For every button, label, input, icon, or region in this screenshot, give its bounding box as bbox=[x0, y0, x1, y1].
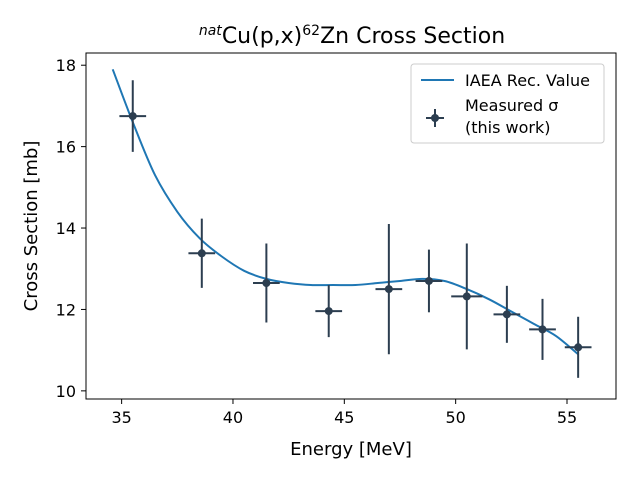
title-mass-superscript: 62 bbox=[302, 23, 320, 39]
measured-point bbox=[451, 243, 483, 350]
measured-point bbox=[315, 285, 343, 338]
measured-point bbox=[119, 80, 147, 152]
x-tick-label: 45 bbox=[334, 408, 354, 427]
data-marker bbox=[197, 249, 206, 258]
measured-point bbox=[415, 249, 443, 313]
data-marker bbox=[538, 325, 547, 334]
data-marker bbox=[262, 278, 271, 287]
data-marker bbox=[324, 307, 333, 316]
x-tick-label: 35 bbox=[111, 408, 131, 427]
title-main: Cu(p,x) bbox=[222, 24, 302, 49]
y-axis-label: Cross Section [mb] bbox=[21, 141, 42, 312]
measured-point bbox=[493, 285, 521, 343]
measured-point bbox=[188, 218, 216, 288]
legend: IAEA Rec. Value Measured σ (this work) bbox=[410, 63, 605, 144]
title-suffix: Zn Cross Section bbox=[320, 24, 505, 49]
legend-errorbar-swatch bbox=[426, 109, 444, 127]
y-tick-label: 10 bbox=[56, 382, 76, 401]
data-marker bbox=[128, 112, 137, 121]
title-prefix-superscript: nat bbox=[199, 23, 222, 39]
x-tick-label: 50 bbox=[445, 408, 465, 427]
y-tick-label: 14 bbox=[56, 219, 76, 238]
measured-point bbox=[253, 243, 280, 323]
axes-ticks: 35 40 45 50 55 10 12 14 16 18 bbox=[56, 56, 578, 427]
data-marker bbox=[462, 292, 471, 301]
legend-label-measured-note: (this work) bbox=[465, 118, 550, 137]
plot-frame bbox=[85, 52, 617, 400]
legend-label-measured: Measured σ bbox=[465, 96, 558, 115]
data-marker bbox=[574, 343, 583, 352]
legend-box bbox=[410, 63, 605, 144]
x-axis-label: Energy [MeV] bbox=[290, 439, 412, 460]
chart-title: natCu(p,x)62Zn Cross Section bbox=[199, 23, 505, 49]
plot-area bbox=[111, 68, 592, 378]
data-marker bbox=[384, 285, 393, 294]
x-tick-label: 55 bbox=[557, 408, 577, 427]
legend-label-iaea: IAEA Rec. Value bbox=[465, 71, 590, 90]
measured-point bbox=[564, 316, 592, 378]
iaea-curve bbox=[111, 68, 579, 355]
data-marker bbox=[502, 310, 511, 319]
y-tick-label: 18 bbox=[56, 56, 76, 75]
x-tick-label: 40 bbox=[223, 408, 243, 427]
measured-point bbox=[529, 298, 556, 360]
y-tick-label: 12 bbox=[56, 300, 76, 319]
data-marker bbox=[424, 276, 433, 285]
y-tick-label: 16 bbox=[56, 138, 76, 157]
measured-point bbox=[375, 223, 403, 355]
